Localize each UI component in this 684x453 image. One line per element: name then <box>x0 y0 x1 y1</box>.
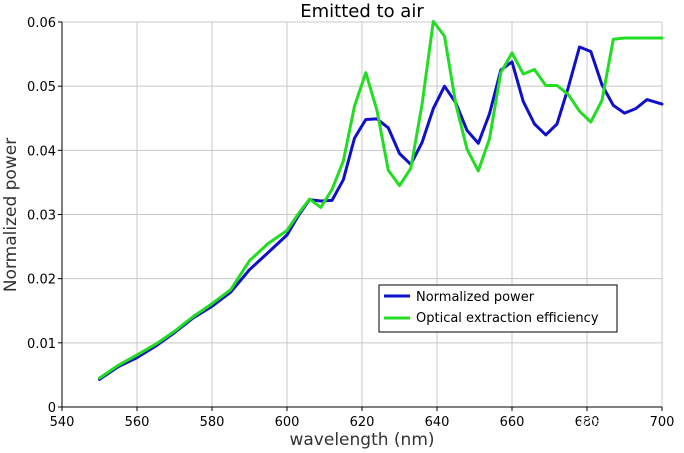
y-tick-label: 0.01 <box>27 337 56 352</box>
x-tick-label: 700 <box>650 415 675 430</box>
x-axis-label: wavelength (nm) <box>289 430 434 450</box>
y-tick-label: 0.03 <box>27 209 56 224</box>
tick-labels: 540 560 580 600 620 640 660 680 700 0 0.01 0.02 0.03… <box>27 16 674 430</box>
y-tick-label: 0.02 <box>27 273 56 288</box>
series-lines <box>98 19 664 381</box>
x-tick-label: 540 <box>50 415 75 430</box>
y-tick-label: 0.04 <box>27 144 56 159</box>
x-tick-label: 660 <box>500 415 525 430</box>
y-tick-label: 0.05 <box>27 80 56 95</box>
x-tick-label: 640 <box>425 415 450 430</box>
x-tick-label: 560 <box>125 415 150 430</box>
x-tick-label: 580 <box>200 415 225 430</box>
watermark: 知乎 @新科益 <box>540 414 647 434</box>
y-axis-label: Normalized power <box>1 138 21 292</box>
x-tick-label: 620 <box>350 415 375 430</box>
y-tick-label: 0 <box>48 401 56 416</box>
x-tick-label: 680 <box>575 415 600 430</box>
legend-label-optical-extraction: Optical extraction efficiency <box>416 311 599 326</box>
legend-box <box>378 284 618 333</box>
series-line-0 <box>98 45 664 381</box>
x-tick-label: 600 <box>275 415 300 430</box>
legend: Normalized power Optical extraction effi… <box>378 284 618 333</box>
legend-label-normalized-power: Normalized power <box>416 290 535 305</box>
y-tick-label: 0.06 <box>27 16 56 31</box>
chart-title: Emitted to air <box>300 1 424 22</box>
series-line-1 <box>98 19 664 380</box>
